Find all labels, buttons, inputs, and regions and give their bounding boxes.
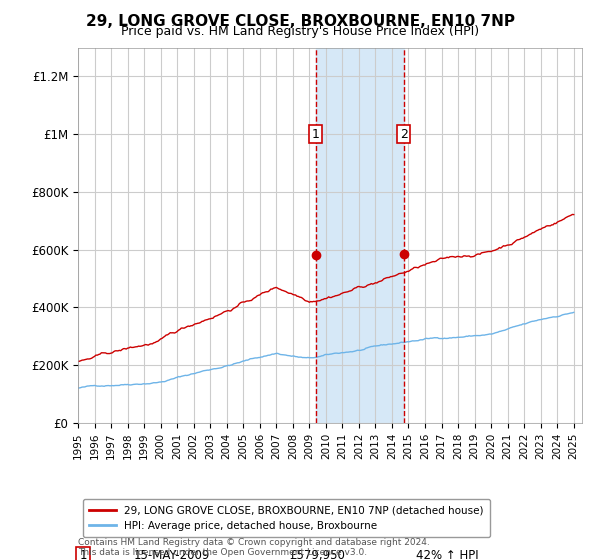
Text: £579,950: £579,950 — [290, 549, 346, 560]
Text: Contains HM Land Registry data © Crown copyright and database right 2024.
This d: Contains HM Land Registry data © Crown c… — [78, 538, 430, 557]
Text: 29, LONG GROVE CLOSE, BROXBOURNE, EN10 7NP: 29, LONG GROVE CLOSE, BROXBOURNE, EN10 7… — [86, 14, 515, 29]
Bar — [316, 48, 404, 423]
Legend: 29, LONG GROVE CLOSE, BROXBOURNE, EN10 7NP (detached house), HPI: Average price,: 29, LONG GROVE CLOSE, BROXBOURNE, EN10 7… — [83, 500, 490, 537]
Text: 1: 1 — [311, 128, 319, 141]
Text: 42% ↑ HPI: 42% ↑ HPI — [416, 549, 478, 560]
Text: 2: 2 — [400, 128, 407, 141]
Text: 15-MAY-2009: 15-MAY-2009 — [133, 549, 210, 560]
Text: 1: 1 — [79, 549, 87, 560]
Text: Price paid vs. HM Land Registry's House Price Index (HPI): Price paid vs. HM Land Registry's House … — [121, 25, 479, 38]
